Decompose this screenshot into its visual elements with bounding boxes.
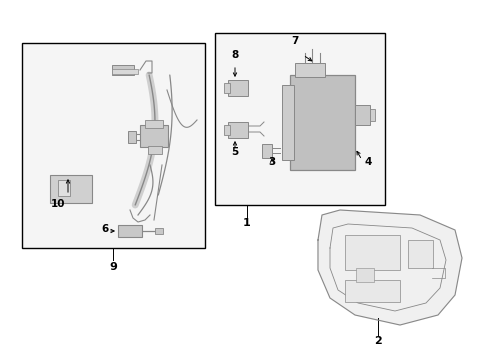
Bar [128,131,136,143]
Text: 2: 2 [373,336,381,346]
Text: 10: 10 [51,199,65,209]
Bar [112,65,134,75]
Bar [355,268,373,282]
Text: 9: 9 [109,262,117,272]
Bar [50,175,92,203]
Text: 4: 4 [364,157,371,167]
Bar [289,75,354,170]
Bar [345,235,399,270]
Bar [282,85,293,160]
Bar [224,83,229,93]
Bar [345,280,399,302]
Bar [227,80,247,96]
Bar [118,225,142,237]
Text: 3: 3 [268,157,275,167]
Bar [224,125,229,135]
Text: 8: 8 [231,50,238,60]
Bar [354,105,369,125]
Bar [22,43,204,248]
Bar [215,33,384,205]
Bar [294,63,325,77]
Text: 1: 1 [243,218,250,228]
Bar [140,125,168,147]
Bar [148,146,162,154]
Bar [369,109,374,121]
Bar [155,228,163,234]
Text: 6: 6 [101,224,108,234]
Bar [58,180,70,196]
Polygon shape [317,210,461,325]
Bar [145,120,163,128]
Text: 5: 5 [231,147,238,157]
Bar [262,144,271,158]
Bar [112,69,138,74]
Bar [407,240,432,268]
Bar [227,122,247,138]
Text: 7: 7 [291,36,298,46]
